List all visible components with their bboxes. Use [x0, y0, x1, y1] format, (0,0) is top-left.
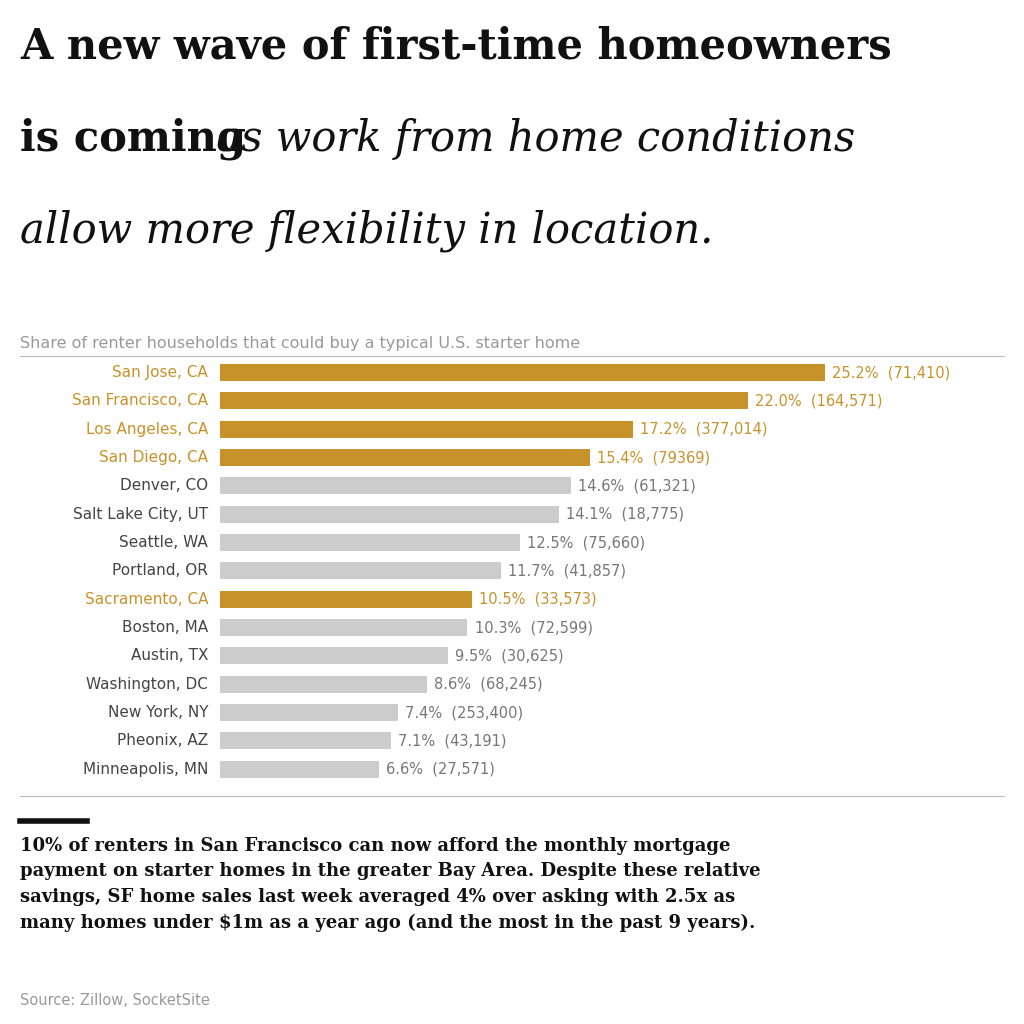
Bar — [220, 450, 590, 466]
Text: Portland, OR: Portland, OR — [113, 563, 208, 579]
Text: 10.3%  (72,599): 10.3% (72,599) — [474, 621, 593, 635]
Text: Washington, DC: Washington, DC — [86, 677, 208, 691]
Text: 10.5%  (33,573): 10.5% (33,573) — [479, 592, 597, 606]
Text: Share of renter households that could buy a typical U.S. starter home: Share of renter households that could bu… — [20, 336, 581, 351]
Text: 14.1%  (18,775): 14.1% (18,775) — [565, 507, 684, 521]
Text: Source: Zillow, SocketSite: Source: Zillow, SocketSite — [20, 992, 210, 1008]
Text: Minneapolis, MN: Minneapolis, MN — [83, 762, 208, 776]
Text: 22.0%  (164,571): 22.0% (164,571) — [756, 393, 883, 409]
Text: as work from home conditions: as work from home conditions — [203, 118, 855, 160]
Text: Seattle, WA: Seattle, WA — [120, 536, 208, 550]
Bar — [220, 477, 570, 495]
Bar — [220, 761, 379, 777]
Bar — [220, 676, 427, 692]
Text: New York, NY: New York, NY — [108, 706, 208, 720]
Text: 7.1%  (43,191): 7.1% (43,191) — [397, 733, 506, 749]
Bar — [220, 365, 825, 381]
Text: A new wave of first-time homeowners: A new wave of first-time homeowners — [20, 26, 892, 68]
Text: is coming: is coming — [20, 118, 247, 161]
Text: 6.6%  (27,571): 6.6% (27,571) — [386, 762, 495, 776]
Text: Sacramento, CA: Sacramento, CA — [85, 592, 208, 606]
Text: 10% of renters in San Francisco can now afford the monthly mortgage
payment on s: 10% of renters in San Francisco can now … — [20, 837, 761, 932]
Text: 7.4%  (253,400): 7.4% (253,400) — [404, 706, 523, 720]
Text: Boston, MA: Boston, MA — [122, 621, 208, 635]
Text: 8.6%  (68,245): 8.6% (68,245) — [434, 677, 543, 691]
Text: San Diego, CA: San Diego, CA — [99, 451, 208, 465]
Text: Los Angeles, CA: Los Angeles, CA — [86, 422, 208, 436]
Text: Salt Lake City, UT: Salt Lake City, UT — [73, 507, 208, 521]
Bar — [220, 506, 558, 522]
Text: San Francisco, CA: San Francisco, CA — [72, 393, 208, 409]
Bar — [220, 591, 472, 607]
Bar — [220, 392, 749, 410]
Bar — [220, 562, 501, 580]
Text: 17.2%  (377,014): 17.2% (377,014) — [640, 422, 768, 436]
Bar — [220, 647, 449, 665]
Text: 9.5%  (30,625): 9.5% (30,625) — [456, 648, 564, 664]
Bar — [220, 535, 520, 551]
Bar — [220, 732, 390, 750]
Text: Denver, CO: Denver, CO — [120, 478, 208, 494]
Text: 11.7%  (41,857): 11.7% (41,857) — [508, 563, 626, 579]
Text: allow more flexibility in location.: allow more flexibility in location. — [20, 210, 714, 253]
Text: San Jose, CA: San Jose, CA — [113, 366, 208, 380]
Text: 14.6%  (61,321): 14.6% (61,321) — [578, 478, 695, 494]
Bar — [220, 421, 633, 437]
Text: Austin, TX: Austin, TX — [131, 648, 208, 664]
Bar — [220, 620, 467, 636]
Text: Pheonix, AZ: Pheonix, AZ — [117, 733, 208, 749]
Text: 15.4%  (79369): 15.4% (79369) — [597, 451, 710, 465]
Text: 12.5%  (75,660): 12.5% (75,660) — [527, 536, 645, 550]
Text: 25.2%  (71,410): 25.2% (71,410) — [833, 366, 950, 380]
Bar — [220, 705, 397, 721]
